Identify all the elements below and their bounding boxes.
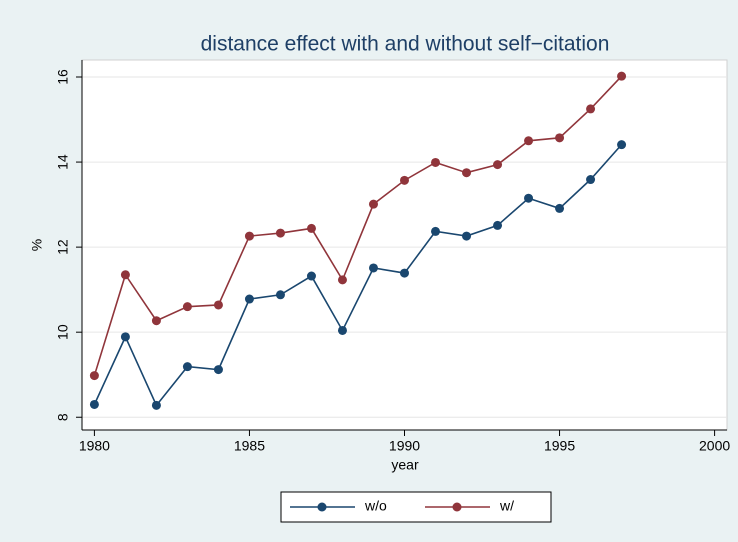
data-point — [586, 104, 596, 114]
plot-area — [81, 59, 728, 431]
data-point — [89, 399, 99, 409]
data-point — [244, 231, 254, 241]
y-tick-label: 10 — [55, 324, 71, 340]
y-axis-label: % — [29, 239, 45, 251]
data-point — [431, 226, 441, 236]
data-point — [462, 168, 472, 178]
legend-label: w/ — [499, 498, 514, 514]
data-point — [306, 271, 316, 281]
data-point — [555, 133, 565, 143]
data-point — [337, 325, 347, 335]
data-point — [151, 316, 161, 326]
x-tick-label: 1995 — [544, 438, 575, 454]
y-tick-label: 16 — [55, 69, 71, 85]
data-point — [524, 193, 534, 203]
data-point — [462, 231, 472, 241]
legend-label: w/o — [364, 498, 387, 514]
y-tick-label: 14 — [55, 154, 71, 170]
data-point — [431, 157, 441, 167]
x-tick-label: 1990 — [389, 438, 420, 454]
legend-marker — [452, 502, 462, 512]
data-point — [275, 290, 285, 300]
legend-marker — [317, 502, 327, 512]
data-point — [275, 228, 285, 238]
data-point — [400, 175, 409, 185]
data-point — [368, 263, 378, 273]
data-point — [617, 140, 627, 150]
data-point — [89, 371, 99, 381]
data-point — [400, 268, 409, 278]
data-point — [182, 362, 192, 372]
data-point — [213, 300, 223, 310]
data-point — [120, 332, 130, 342]
data-point — [120, 270, 130, 280]
data-point — [493, 220, 503, 230]
data-point — [368, 199, 378, 209]
data-point — [337, 275, 347, 285]
data-point — [306, 223, 316, 233]
data-point — [182, 302, 192, 312]
y-tick-label: 12 — [55, 239, 71, 255]
x-tick-label: 1985 — [234, 438, 265, 454]
data-point — [586, 175, 596, 185]
x-tick-label: 1980 — [79, 438, 110, 454]
data-point — [493, 160, 503, 170]
data-point — [555, 203, 565, 213]
data-point — [524, 136, 534, 146]
data-point — [617, 71, 627, 81]
x-tick-label: 2000 — [699, 438, 730, 454]
x-axis-label: year — [391, 457, 419, 473]
y-tick-label: 8 — [55, 413, 71, 421]
data-point — [213, 365, 223, 375]
series-line — [93, 75, 623, 376]
series-line — [93, 144, 623, 407]
data-point — [151, 400, 161, 410]
chart-title: distance effect with and without self−ci… — [201, 33, 610, 56]
data-point — [244, 294, 254, 304]
